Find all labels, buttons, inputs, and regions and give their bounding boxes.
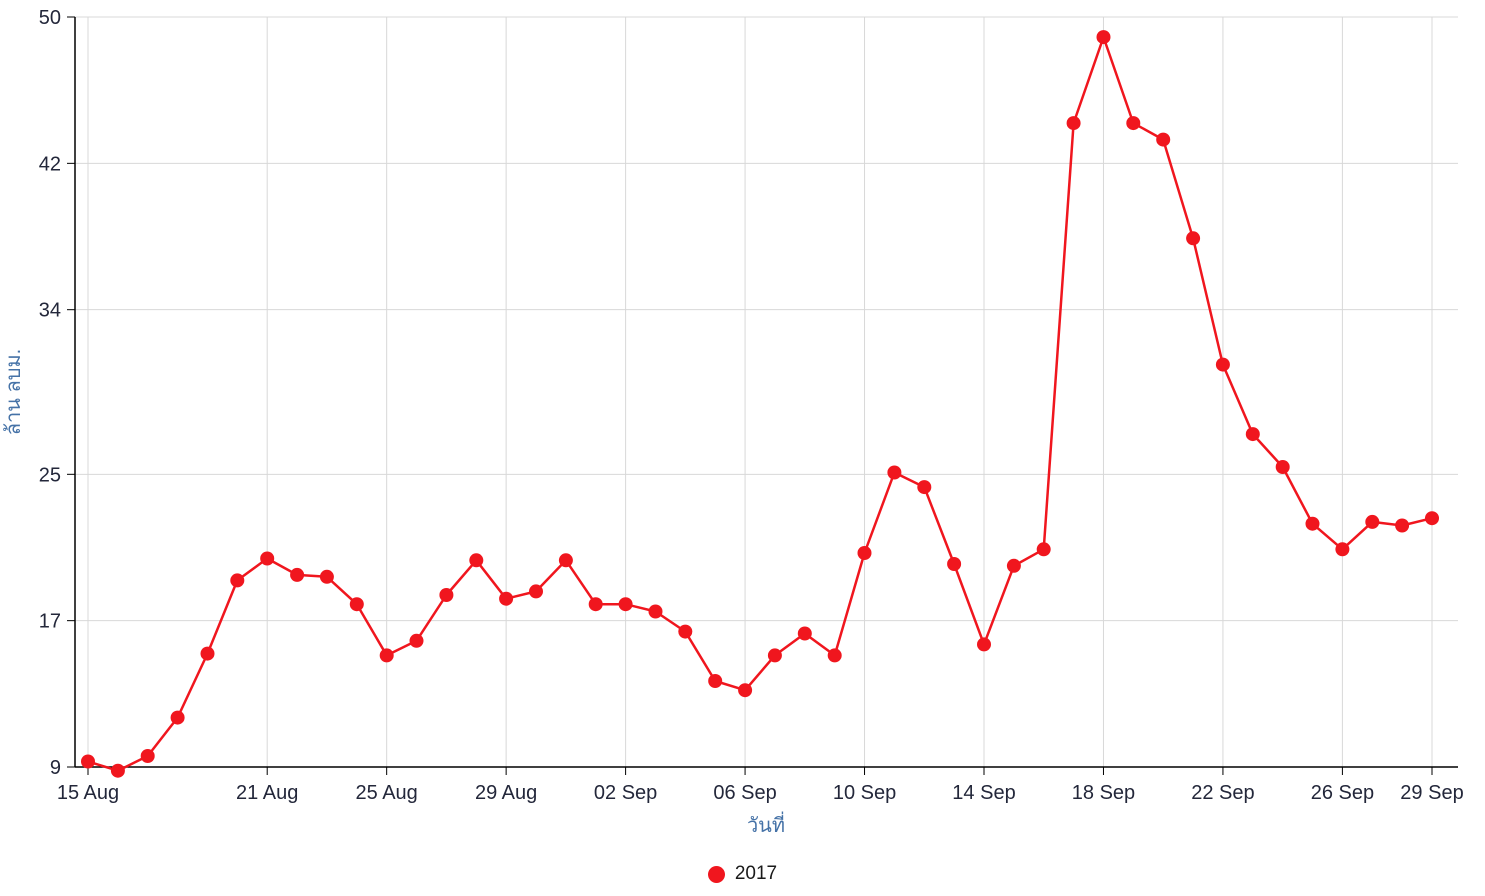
- data-point-marker: [648, 604, 663, 619]
- data-point-marker: [1245, 427, 1260, 442]
- data-point-marker: [439, 588, 454, 602]
- y-tick-label: 50: [39, 7, 61, 29]
- data-point-marker: [469, 553, 484, 568]
- data-point-marker: [170, 710, 185, 725]
- data-point-marker: [738, 683, 753, 698]
- data-point-marker: [618, 597, 633, 612]
- x-tick-label: 26 Sep: [1311, 782, 1374, 804]
- y-tick-label: 25: [39, 464, 61, 486]
- x-tick-label: 21 Aug: [236, 782, 298, 804]
- data-point-marker: [947, 557, 962, 571]
- x-tick-label: 18 Sep: [1072, 782, 1135, 804]
- x-tick-label: 25 Aug: [356, 782, 418, 804]
- x-tick-label: 14 Sep: [952, 782, 1015, 804]
- data-point-marker: [1275, 460, 1290, 474]
- x-tick-label: 02 Sep: [594, 782, 657, 804]
- data-point-marker: [767, 648, 782, 663]
- x-tick-label: 15 Aug: [57, 782, 119, 804]
- data-point-marker: [1186, 231, 1201, 246]
- data-point-marker: [558, 553, 573, 568]
- data-point-marker: [349, 597, 364, 612]
- data-point-marker: [857, 546, 872, 560]
- data-point-marker: [1395, 518, 1410, 533]
- data-point-marker: [140, 749, 155, 763]
- x-tick-label: 29 Aug: [475, 782, 537, 804]
- data-point-marker: [1335, 542, 1350, 557]
- legend-item-2017[interactable]: 2017: [0, 858, 1485, 890]
- data-point-marker: [977, 637, 991, 652]
- line-chart-svg: ล้าน ลบม. วันที่ 9 17 25 34 42 50 15 Aug 21 Aug…: [3, 7, 1464, 837]
- y-tick-label: 42: [39, 153, 61, 175]
- data-point-marker: [529, 584, 543, 599]
- data-point-marker: [409, 633, 424, 648]
- data-point-marker: [1126, 116, 1141, 131]
- data-point-marker: [1006, 558, 1021, 573]
- data-point-marker: [110, 763, 125, 778]
- x-tick-label: 10 Sep: [833, 782, 896, 804]
- data-point-marker: [319, 569, 334, 584]
- data-point-marker: [1036, 542, 1051, 557]
- data-point-marker: [260, 551, 275, 566]
- data-point-marker: [81, 754, 95, 769]
- y-tick-label: 17: [39, 611, 61, 633]
- data-point-marker: [1215, 357, 1230, 372]
- data-point-marker: [588, 597, 603, 612]
- legend-label: 2017: [734, 863, 778, 884]
- series-line: [87, 35, 1433, 772]
- data-point-marker: [917, 480, 932, 495]
- data-point-marker: [1156, 132, 1171, 147]
- data-point-marker: [678, 624, 693, 639]
- data-point-marker: [708, 674, 723, 688]
- data-point-marker: [1305, 516, 1320, 531]
- data-point-marker: [290, 567, 305, 582]
- data-point-marker: [797, 626, 812, 641]
- x-tick-label: 29 Sep: [1400, 782, 1463, 804]
- x-tick-label: 06 Sep: [713, 782, 776, 804]
- data-point-marker: [827, 648, 842, 663]
- data-point-marker: [200, 646, 215, 661]
- y-tick-label: 9: [50, 757, 61, 779]
- data-point-marker: [379, 648, 394, 663]
- data-point-marker: [1096, 30, 1111, 45]
- data-point-marker: [499, 591, 514, 606]
- data-point-marker: [1425, 511, 1439, 526]
- data-point-marker: [887, 465, 902, 480]
- x-tick-label: 22 Sep: [1191, 782, 1254, 804]
- data-point-marker: [1365, 514, 1380, 529]
- legend-marker-icon: [707, 865, 725, 883]
- data-point-marker: [230, 573, 245, 588]
- data-point-marker: [1066, 116, 1081, 131]
- y-tick-label: 34: [39, 300, 61, 322]
- y-axis-title: ล้าน ลบม.: [3, 349, 25, 435]
- x-axis-title: วันที่: [747, 811, 785, 837]
